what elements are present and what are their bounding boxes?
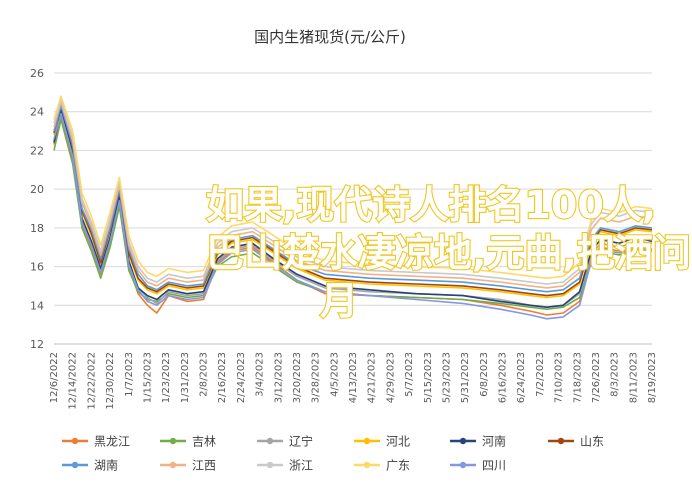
overlay-line-3: 月: [320, 279, 358, 323]
x-tick-label: 8/3/2023: [610, 352, 621, 397]
x-tick-label: 2/16/2023: [217, 352, 228, 403]
x-tick-label: 7/18/2023: [572, 352, 583, 403]
legend-label: 黑龙江: [94, 435, 130, 449]
x-tick-label: 12/14/2022: [68, 352, 79, 410]
x-tick-label: 6/24/2023: [516, 352, 527, 403]
x-tick-label: 1/31/2023: [180, 352, 191, 403]
series-line-9: [53, 95, 653, 279]
x-tick-label: 12/22/2022: [86, 352, 97, 410]
y-tick-label: 12: [30, 338, 44, 351]
x-tick-label: 3/12/2023: [273, 352, 284, 403]
y-axis: 12 14 16 18 20 22 24 26: [30, 67, 44, 351]
series-line-7: [53, 101, 653, 289]
x-tick-label: 4/13/2023: [348, 352, 359, 403]
overlay-text: 如果,现代诗人排名100人, 巴山楚水凄凉地,元曲,把酒问 月: [205, 182, 692, 324]
x-tick-label: 7/10/2023: [554, 352, 565, 403]
series-line-4: [53, 109, 653, 308]
legend-marker: [363, 461, 371, 469]
legend-label: 湖南: [94, 458, 118, 473]
x-tick-label: 3/28/2023: [311, 352, 322, 403]
legend-marker: [169, 437, 177, 445]
series-line-5: [53, 103, 653, 297]
x-tick-label: 1/23/2023: [161, 352, 172, 403]
x-tick-label: 4/21/2023: [367, 352, 378, 403]
x-tick-label: 5/31/2023: [460, 352, 471, 403]
legend-marker: [266, 437, 274, 445]
legend-label: 四川: [482, 459, 506, 473]
legend-marker: [459, 461, 467, 469]
x-tick-label: 3/4/2023: [255, 352, 266, 397]
x-tick-label: 1/7/2023: [124, 352, 135, 397]
legend-marker: [266, 461, 274, 469]
x-tick-label: 12/6/2022: [49, 352, 60, 403]
x-tick-label: 7/26/2023: [591, 352, 602, 403]
x-tick-label: 8/19/2023: [647, 352, 658, 403]
y-tick-label: 22: [30, 144, 44, 157]
x-axis: 12/6/2022 12/14/2022 12/22/2022 12/30/2022 1…: [49, 352, 658, 410]
x-tick-label: 2/24/2023: [236, 352, 247, 403]
legend-label: 河北: [386, 435, 410, 449]
x-tick-label: 6/8/2023: [479, 352, 490, 397]
legend-marker: [459, 437, 467, 445]
x-tick-label: 4/5/2023: [329, 352, 340, 397]
x-tick-label: 6/16/2023: [498, 352, 509, 403]
x-tick-label: 7/2/2023: [535, 352, 546, 397]
legend-label: 吉林: [192, 435, 216, 449]
y-tick-label: 18: [30, 222, 44, 235]
legend-marker: [557, 437, 565, 445]
gridlines: [54, 72, 652, 345]
legend-marker: [71, 461, 79, 469]
legend-label: 江西: [192, 459, 216, 473]
overlay-line-2: 巴山楚水凄凉地,元曲,把酒问: [206, 231, 691, 275]
series-line-10: [53, 112, 653, 320]
x-tick-label: 1/15/2023: [142, 352, 153, 403]
y-tick-label: 26: [30, 67, 44, 80]
y-tick-label: 16: [30, 261, 44, 274]
y-tick-label: 14: [30, 299, 44, 312]
legend-marker: [363, 437, 371, 445]
legend-label: 广东: [386, 459, 410, 473]
x-tick-label: 4/29/2023: [385, 352, 396, 403]
x-tick-label: 5/15/2023: [423, 352, 434, 403]
series-lines: [53, 95, 653, 320]
x-tick-label: 2/8/2023: [199, 352, 210, 397]
series-line-1: [53, 118, 653, 310]
x-tick-label: 12/30/2022: [105, 352, 116, 410]
chart-title: 国内生猪现货(元/公斤): [254, 28, 406, 46]
legend-label: 山东: [580, 435, 604, 449]
y-tick-label: 20: [30, 183, 44, 196]
legend-label: 浙江: [289, 459, 313, 473]
x-tick-label: 5/23/2023: [441, 352, 452, 403]
x-tick-label: 8/11/2023: [628, 352, 639, 403]
series-line-6: [53, 105, 653, 293]
x-tick-label: 5/7/2023: [404, 352, 415, 397]
series-line-8: [53, 99, 653, 285]
legend-marker: [71, 437, 79, 445]
legend-marker: [169, 461, 177, 469]
y-tick-label: 24: [30, 106, 44, 119]
x-tick-label: 3/20/2023: [292, 352, 303, 403]
legend-label: 辽宁: [289, 434, 313, 449]
overlay-line-1: 如果,现代诗人排名100人,: [206, 183, 656, 227]
legend-label: 河南: [482, 434, 506, 449]
